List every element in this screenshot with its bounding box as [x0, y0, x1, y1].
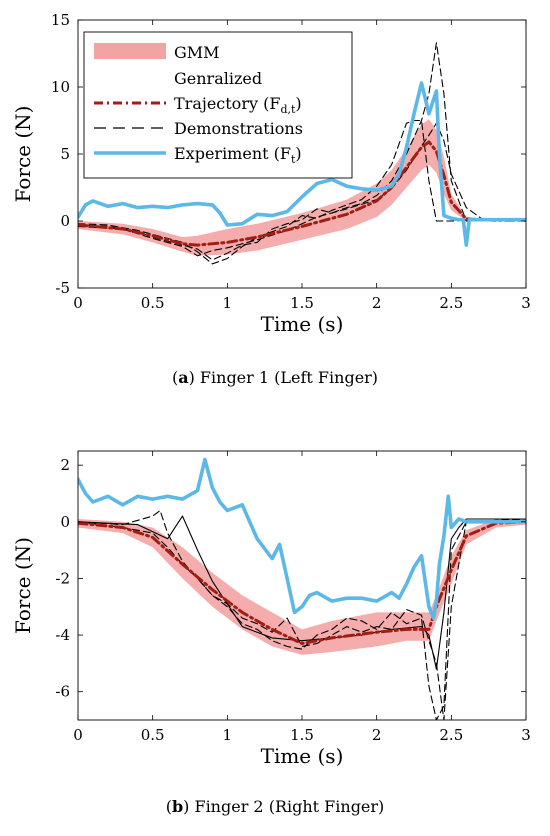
x-tick-label: 3 [521, 726, 531, 744]
caption-b: (b) Finger 2 (Right Finger) [0, 797, 550, 816]
y-tick-label: 0 [60, 212, 70, 230]
y-tick-label: 10 [51, 78, 70, 96]
caption-b-close: ) [183, 797, 190, 816]
y-tick-label: -2 [55, 569, 70, 587]
series-line-generalized [78, 140, 526, 247]
chart-panel-b: 0 0.5 1 1.5 2 2.5 3 -6 -4 -2 0 2 Time (s) Force (N) [11, 450, 531, 768]
y-tick-label: -4 [55, 626, 70, 644]
legend-label-experiment: Experiment (Ft) [174, 144, 302, 166]
x-tick-label: 2 [372, 294, 382, 312]
caption-a-letter: a [178, 368, 189, 387]
plot-area [78, 42, 526, 265]
x-tick-label: 1 [223, 726, 233, 744]
series-line-generalized [78, 520, 526, 645]
legend: GMM Genralized Trajectory (Fd,t) Demonstrat… [83, 31, 353, 179]
y-tick-label: 5 [60, 145, 70, 163]
y-tick-label: -5 [55, 279, 70, 297]
x-tick-label: 0.5 [141, 726, 165, 744]
series-line-experiment [78, 457, 526, 620]
legend-label-gmm: GMM [174, 43, 220, 62]
legend-label-generalized-2: Trajectory (Fd,t) [174, 94, 302, 116]
x-tick-label: 1 [223, 294, 233, 312]
axes-box [77, 450, 527, 721]
x-tick-label: 1.5 [290, 726, 314, 744]
plot-area [78, 457, 526, 720]
x-axis-label: Time (s) [261, 744, 344, 768]
legend-label-generalized-1: Genralized [174, 69, 262, 88]
x-tick-label: 3 [521, 294, 531, 312]
y-tick-label: 15 [51, 11, 70, 29]
gmm-band [78, 119, 526, 256]
x-tick-label: 2 [372, 726, 382, 744]
x-axis-label: Time (s) [261, 312, 344, 336]
caption-a: (a) Finger 1 (Left Finger) [0, 368, 550, 387]
y-tick-label: -6 [55, 683, 70, 701]
gmm-band [78, 519, 526, 655]
caption-b-letter: b [171, 797, 184, 816]
x-tick-label: 2.5 [439, 726, 463, 744]
y-tick-label: 2 [60, 456, 70, 474]
caption-b-open: ( [165, 797, 172, 816]
x-tick-label: 0 [73, 726, 83, 744]
y-tick-label: 0 [60, 513, 70, 531]
y-axis-label: Force (N) [11, 106, 35, 203]
caption-a-open: ( [171, 368, 179, 387]
x-tick-label: 1.5 [290, 294, 314, 312]
y-axis-label: Force (N) [11, 537, 35, 634]
caption-a-text: Finger 1 (Left Finger) [194, 368, 379, 387]
caption-b-text: Finger 2 (Right Finger) [189, 797, 385, 816]
legend-swatch-gmm [94, 43, 166, 59]
caption-a-close: ) [188, 368, 195, 387]
series-line-experiment [78, 81, 526, 247]
x-tick-label: 0 [73, 294, 83, 312]
x-tick-label: 0.5 [141, 294, 165, 312]
legend-label-demonstrations: Demonstrations [174, 119, 303, 138]
x-tick-label: 2.5 [439, 294, 463, 312]
